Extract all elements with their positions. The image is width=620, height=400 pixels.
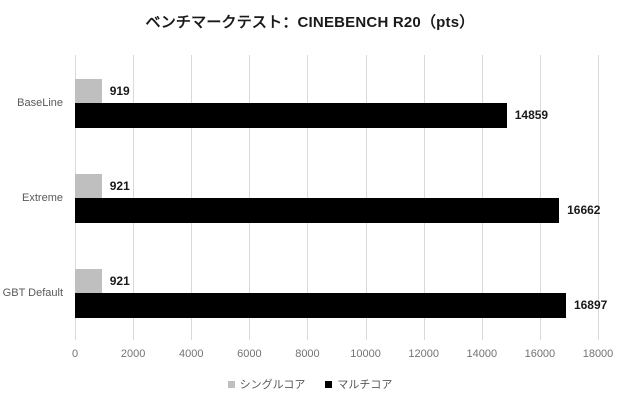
- x-axis-tick-label: 12000: [408, 348, 439, 360]
- category-label: GBT Default: [2, 286, 63, 299]
- category-label: Extreme: [22, 191, 63, 204]
- category-label: BaseLine: [17, 96, 63, 109]
- x-axis-tick-label: 10000: [350, 348, 381, 360]
- legend-label-single-core: シングルコア: [239, 379, 306, 391]
- value-label: 14859: [514, 108, 549, 122]
- legend-item-multi-core: マルチコア: [325, 376, 392, 392]
- x-axis-tick-label: 2000: [120, 348, 146, 360]
- value-label: 921: [109, 273, 130, 288]
- legend-item-single-core: シングルコア: [227, 376, 306, 392]
- bar-multi-core: [75, 197, 560, 223]
- value-label: 921: [109, 178, 130, 193]
- x-axis-tick-label: 0: [71, 348, 79, 360]
- legend: シングルコア マルチコア: [0, 376, 620, 392]
- plot-area: [75, 55, 599, 340]
- gridline: [598, 55, 599, 340]
- x-axis-tick-label: 4000: [178, 348, 204, 360]
- multi-core-swatch-icon: [325, 380, 333, 388]
- x-axis-tick-label: 14000: [466, 348, 498, 360]
- value-label: 16662: [567, 203, 601, 217]
- value-label: 16897: [573, 298, 608, 312]
- x-axis-tick-label: 8000: [295, 348, 320, 360]
- single-core-swatch-icon: [227, 380, 235, 388]
- value-label: 919: [109, 83, 130, 98]
- x-axis-tick-label: 16000: [524, 348, 556, 360]
- bar-multi-core: [75, 292, 566, 318]
- x-axis-tick-label: 6000: [237, 348, 262, 360]
- chart-title: ベンチマークテスト：CINEBENCH R20（pts）: [145, 14, 475, 31]
- bar-multi-core: [75, 102, 507, 128]
- x-axis-tick-label: 18000: [582, 348, 614, 360]
- bar-single-core: [75, 173, 102, 198]
- bar-single-core: [75, 78, 102, 103]
- legend-label-multi-core: マルチコア: [337, 379, 393, 391]
- bar-single-core: [75, 268, 102, 293]
